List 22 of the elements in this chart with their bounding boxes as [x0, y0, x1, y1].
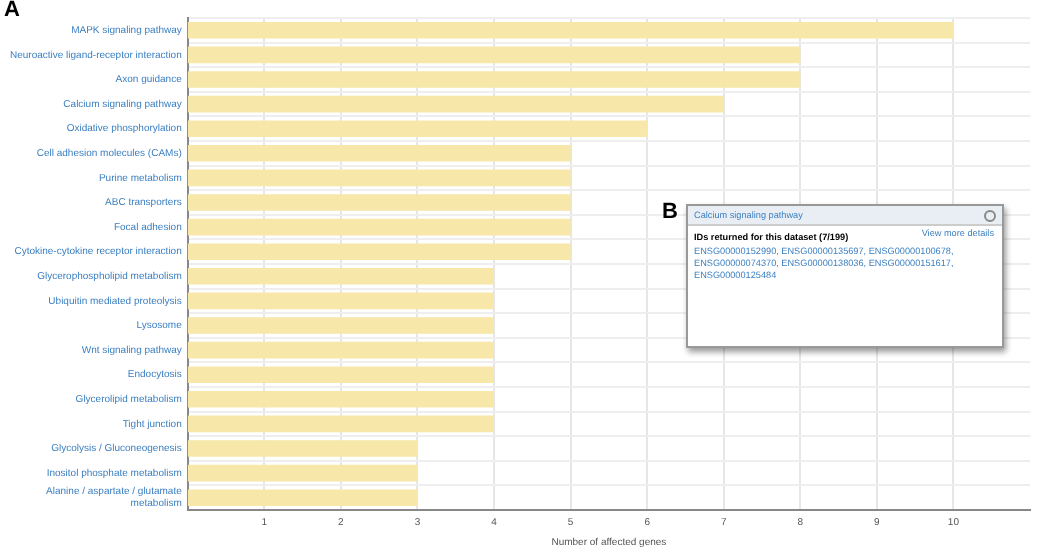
bar	[187, 71, 801, 88]
bar	[187, 243, 571, 260]
bar	[187, 317, 495, 334]
bar	[187, 415, 495, 433]
bar	[187, 391, 495, 408]
bar	[187, 95, 724, 113]
bar	[187, 120, 648, 137]
bar	[187, 341, 495, 359]
bar	[187, 464, 418, 482]
bar	[187, 366, 495, 383]
bar	[187, 22, 954, 39]
bar	[187, 145, 571, 162]
bar	[187, 440, 418, 457]
bar	[187, 194, 571, 211]
text: A	[4, 0, 20, 22]
bar	[187, 169, 571, 187]
bar	[187, 292, 495, 310]
bar	[187, 489, 418, 506]
bar	[187, 218, 571, 236]
annotation: B	[662, 200, 678, 224]
bar	[187, 46, 801, 64]
bar	[187, 268, 495, 285]
